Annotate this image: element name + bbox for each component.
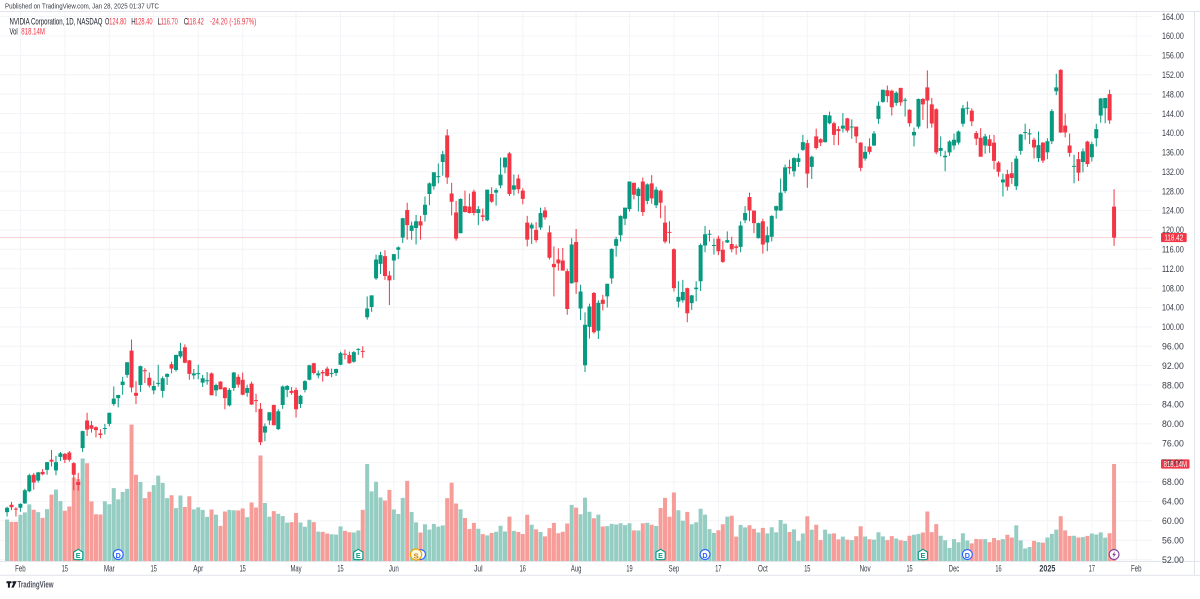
svg-text:Oct: Oct [758, 564, 768, 574]
svg-text:-24.20 (-16.97%): -24.20 (-16.97%) [210, 17, 256, 27]
svg-text:C: C [184, 17, 188, 27]
svg-text:Jul: Jul [474, 564, 483, 574]
svg-text:Vol: Vol [10, 26, 18, 36]
svg-text:Published on TradingView.com,: Published on TradingView.com, Jan 28, 20… [5, 2, 159, 11]
svg-text:160.00: 160.00 [1162, 31, 1184, 41]
svg-text:72.00: 72.00 [1162, 458, 1184, 468]
svg-text:56.00: 56.00 [1162, 535, 1184, 545]
svg-text:E: E [658, 553, 663, 560]
svg-text:15: 15 [906, 564, 912, 574]
svg-text:Sep: Sep [669, 564, 680, 574]
svg-text:15: 15 [337, 564, 343, 574]
svg-text:76.00: 76.00 [1162, 438, 1184, 448]
svg-text:16: 16 [995, 564, 1001, 574]
svg-text:17: 17 [1089, 564, 1095, 574]
svg-text:Mar: Mar [104, 564, 115, 574]
svg-text:Nov: Nov [860, 564, 871, 574]
svg-text:120.00: 120.00 [1162, 225, 1184, 235]
svg-text:Feb: Feb [1131, 564, 1142, 574]
svg-text:108.00: 108.00 [1162, 283, 1184, 293]
svg-text:148.00: 148.00 [1162, 89, 1184, 99]
svg-text:52.00: 52.00 [1162, 555, 1184, 565]
svg-text:15: 15 [804, 564, 810, 574]
svg-text:19: 19 [626, 564, 632, 574]
svg-text:124.00: 124.00 [1162, 206, 1184, 216]
svg-text:80.00: 80.00 [1162, 419, 1184, 429]
svg-text:96.00: 96.00 [1162, 341, 1184, 351]
svg-text:88.00: 88.00 [1162, 380, 1184, 390]
svg-text:D: D [116, 553, 121, 560]
svg-text:Aug: Aug [571, 564, 582, 574]
svg-text:144.00: 144.00 [1162, 109, 1184, 119]
svg-text:84.00: 84.00 [1162, 400, 1184, 410]
svg-text:104.00: 104.00 [1162, 303, 1184, 313]
svg-text:2025: 2025 [1039, 564, 1055, 574]
svg-text:Jun: Jun [389, 564, 399, 574]
svg-text:128.00: 128.00 [1162, 186, 1184, 196]
svg-text:H: H [131, 17, 135, 27]
svg-text:Apr: Apr [193, 564, 203, 574]
svg-text:128.40: 128.40 [135, 17, 153, 27]
svg-text:Dec: Dec [949, 564, 960, 574]
svg-text:May: May [291, 564, 302, 574]
svg-text:118.42: 118.42 [1164, 234, 1183, 243]
svg-text:E: E [76, 553, 81, 560]
svg-text:L: L [158, 17, 162, 27]
svg-text:TradingView: TradingView [18, 580, 55, 590]
svg-text:124.80: 124.80 [109, 17, 126, 27]
svg-text:68.00: 68.00 [1162, 477, 1184, 487]
svg-text:15: 15 [151, 564, 157, 574]
svg-text:Feb: Feb [15, 564, 26, 574]
svg-text:D: D [965, 553, 970, 560]
svg-text:156.00: 156.00 [1162, 51, 1184, 61]
svg-text:92.00: 92.00 [1162, 361, 1184, 371]
svg-text:15: 15 [240, 564, 246, 574]
svg-text:100.00: 100.00 [1162, 322, 1184, 332]
svg-text:112.00: 112.00 [1162, 264, 1184, 274]
svg-text:16: 16 [520, 564, 526, 574]
svg-text:O: O [105, 17, 109, 27]
svg-text:132.00: 132.00 [1162, 167, 1184, 177]
svg-text:164.00: 164.00 [1162, 12, 1184, 22]
svg-text:NVIDIA Corporation, 1D, NASDAQ: NVIDIA Corporation, 1D, NASDAQ [10, 17, 103, 27]
svg-text:818.14M: 818.14M [21, 26, 45, 36]
svg-text:116.00: 116.00 [1162, 245, 1184, 255]
svg-text:S: S [413, 551, 418, 560]
svg-text:15: 15 [62, 564, 68, 574]
svg-text:60.00: 60.00 [1162, 516, 1184, 526]
svg-text:118.42: 118.42 [187, 17, 204, 27]
svg-text:140.00: 140.00 [1162, 128, 1184, 138]
svg-text:D: D [702, 553, 707, 560]
svg-text:17: 17 [715, 564, 721, 574]
svg-text:152.00: 152.00 [1162, 70, 1184, 80]
svg-text:E: E [356, 553, 361, 560]
svg-text:116.70: 116.70 [161, 17, 178, 27]
svg-text:818.14M: 818.14M [1164, 460, 1188, 469]
svg-text:136.00: 136.00 [1162, 148, 1184, 158]
svg-text:64.00: 64.00 [1162, 497, 1184, 507]
svg-text:E: E [921, 553, 926, 560]
